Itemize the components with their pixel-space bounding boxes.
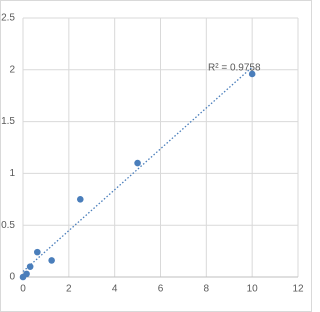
point [26, 263, 34, 270]
y-tick-label: 0.5 [1, 220, 15, 231]
r-squared: R² = 0.9758 [208, 63, 261, 74]
point [34, 248, 41, 256]
point [48, 257, 55, 264]
point [248, 70, 256, 78]
point [76, 196, 84, 203]
y-tick-label: 1.5 [1, 116, 15, 127]
x-tick-label: 6 [158, 284, 164, 295]
trendline [22, 66, 253, 272]
y-tick-label: 2 [9, 64, 15, 75]
chart-border [0, 0, 312, 312]
x-tick-label: 12 [292, 284, 304, 295]
point [134, 159, 141, 167]
x-tick-label: 2 [66, 284, 72, 295]
x-tick-label: 10 [247, 284, 259, 295]
x-tick-label: 8 [204, 284, 210, 295]
chart: 0 0.5 1 1.5 2 2.5 0 2 4 6 8 10 12 R² = 0.9758 [0, 0, 312, 312]
point [23, 270, 30, 278]
x-tick-label: 0 [20, 284, 26, 295]
y-tick-label: 0 [9, 272, 15, 283]
y-tick-label: 2.5 [1, 13, 15, 24]
x-tick-label: 4 [112, 284, 118, 295]
y-tick-label: 1 [9, 168, 15, 179]
